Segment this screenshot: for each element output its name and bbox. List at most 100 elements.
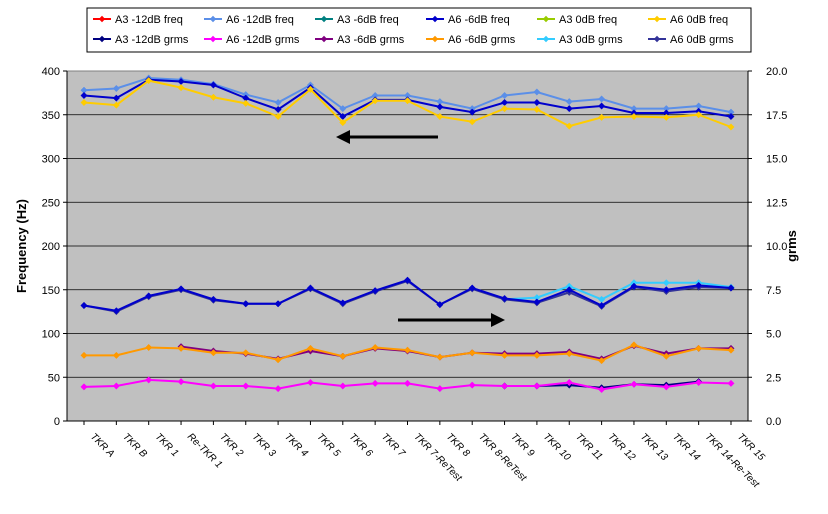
legend-item: A3 -6dB freq [315,14,399,26]
data-point [112,351,120,359]
data-point [533,88,541,96]
data-point [209,295,217,303]
series-a6--12db-grms [80,376,735,394]
y-tick-label: 300 [42,154,60,166]
data-point [468,349,476,357]
data-point [662,113,670,121]
data-point [339,352,347,360]
data-point [274,300,282,308]
arrow-left-head [336,130,350,144]
legend-label: A6 0dB grms [670,34,734,46]
series-a3--6db-freq-aux [80,276,735,315]
legend-item: A6 0dB freq [648,14,728,26]
legend-item: A3 -6dB grms [315,34,405,46]
data-point [436,385,444,393]
data-point [598,113,606,121]
data-point [598,102,606,110]
data-point [695,378,703,387]
data-point [339,299,347,307]
data-point [403,97,412,105]
data-point [533,98,541,107]
data-point [565,378,573,387]
data-point [145,77,153,85]
legend-swatch-marker [320,35,328,43]
data-point [242,99,250,107]
annotations [336,130,505,327]
legend-label: A3 0dB grms [559,34,623,46]
data-point [533,105,541,114]
legend-swatch-marker [209,15,217,23]
y-axis-left: 0 50 100 150 200 250 300 350 400 [42,66,68,428]
data-point [695,111,703,119]
data-point [500,294,509,303]
data-point [500,91,509,100]
data-point [80,301,88,310]
data-point [80,351,88,359]
data-point [112,382,120,390]
data-point [112,84,120,93]
y-tick-label: 400 [42,66,60,78]
data-point [565,286,573,294]
data-point [274,356,282,364]
series-line [504,281,732,301]
data-point [209,81,217,89]
data-point [500,105,509,113]
y2-tick-label: 5.0 [766,329,781,341]
y2-tick-label: 2.5 [766,372,781,384]
legend-label: A6 -12dB grms [226,34,300,46]
data-point [209,93,217,101]
data-point [371,287,379,295]
data-point [598,95,606,103]
data-point [565,98,573,106]
data-point [339,382,347,390]
y-tick-label: 250 [42,197,60,209]
data-point [436,112,444,121]
data-point [80,91,88,100]
data-point [371,343,379,352]
legend-label: A3 -6dB freq [337,14,399,26]
data-point [565,350,573,358]
data-point [242,300,250,308]
data-point [274,112,282,121]
data-point [80,98,88,107]
legend-swatch-marker [98,15,106,23]
arrow-right-head [491,313,505,327]
data-point [436,353,444,361]
data-point [533,351,541,359]
legend-box [86,7,752,53]
data-point [209,349,217,357]
legend-item: A6 -6dB freq [426,14,510,26]
data-point [306,344,315,352]
data-point [339,105,347,113]
legend-label: A6 0dB freq [670,14,728,26]
data-point [177,378,185,386]
legend-item: A3 -12dB freq [93,14,183,26]
legend-item: A6 -12dB freq [204,14,294,26]
data-point [727,346,735,354]
data-point [177,285,185,293]
y-tick-label: 0 [54,416,60,428]
data-point [371,97,379,105]
data-point [403,346,412,354]
legend: A3 -12dB freq A6 -12dB freq A3 -6dB freq A6… [86,7,752,53]
data-point [242,382,250,390]
series-a6--6db-grms [80,341,735,365]
series-a6--6db-freq [80,76,735,121]
legend-swatch-marker [209,35,217,43]
y-tick-label: 150 [42,285,60,297]
data-point [565,122,573,130]
data-point [112,101,120,109]
legend-label: A3 0dB freq [559,14,617,26]
y-axis-title: Frequency (Hz) [14,199,29,293]
data-point [630,380,638,388]
data-point [533,298,541,306]
data-point [565,105,573,113]
y2-tick-label: 12.5 [766,197,787,209]
data-point [468,108,476,116]
data-point [598,357,606,365]
data-point [274,105,282,114]
legend-label: A6 -12dB freq [226,14,294,26]
legend-swatch-marker [653,15,661,23]
